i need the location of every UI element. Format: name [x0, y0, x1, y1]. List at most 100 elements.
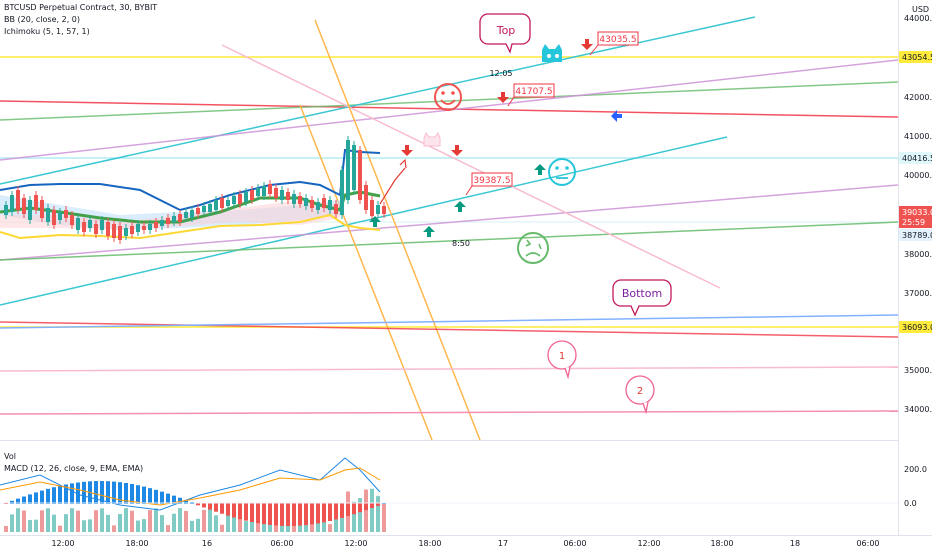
note-top[interactable]: Top: [479, 13, 531, 54]
macd-histogram-bar: [364, 503, 368, 511]
macd-tick-200: 200.0: [904, 465, 927, 474]
time-tick: 12:00: [51, 539, 74, 548]
bb-legend[interactable]: BB (20, close, 2, 0): [4, 15, 80, 24]
volume-bar: [328, 524, 332, 532]
candle-body: [370, 200, 374, 216]
volume-bar: [64, 514, 68, 532]
badge-38789: 38789.0: [899, 229, 932, 241]
candle-body: [10, 195, 14, 212]
macd-signal-line: [0, 467, 381, 506]
bb-lower-line: [0, 213, 381, 240]
candle-body: [196, 208, 200, 214]
time-tick: 18:00: [125, 539, 148, 548]
macd-histogram-bar: [250, 503, 254, 523]
candle-body: [22, 198, 26, 214]
candle-body: [292, 194, 296, 204]
callout-39387[interactable]: 39387.5: [465, 172, 513, 196]
badge-38789-text: 38789.0: [902, 231, 932, 240]
macd-histogram-bar: [328, 503, 332, 522]
volume-bar: [298, 521, 302, 532]
down-arrow-marker: [451, 145, 463, 156]
macd-histogram-bar: [334, 503, 338, 520]
candle-body: [226, 200, 230, 206]
volume-bar: [196, 518, 200, 532]
macd-volume-pane[interactable]: [0, 457, 386, 532]
volume-bar: [52, 514, 56, 532]
candle-body: [34, 195, 38, 210]
callout-41707-text: 41707.5: [515, 87, 552, 97]
time-tick: 16: [202, 539, 212, 548]
trendline-orange-2[interactable]: [314, 19, 481, 441]
candle-body: [220, 198, 224, 208]
volume-bar: [226, 513, 230, 532]
volume-bar: [202, 509, 206, 532]
volume-bar: [154, 508, 158, 532]
badge-36093-text: 36093.0: [902, 323, 932, 332]
badge-39033: 39033.0 25:59: [899, 206, 932, 228]
candle-body: [376, 205, 380, 214]
volume-bar: [322, 515, 326, 532]
trendline-blue-lower[interactable]: [0, 314, 899, 329]
macd-legend[interactable]: MACD (12, 26, close, 9, EMA, EMA): [4, 464, 144, 473]
currency-label: USD: [912, 5, 929, 14]
badge-40416-text: 40416.5: [902, 154, 932, 163]
volume-bar: [238, 511, 242, 532]
volume-bar: [208, 508, 212, 532]
trendline-violet-lower[interactable]: [0, 184, 899, 261]
macd-histogram-bar: [298, 503, 302, 526]
volume-bar: [274, 524, 278, 532]
badge-43054-text: 43054.5: [902, 53, 932, 62]
trendline-green-lower[interactable]: [0, 221, 899, 261]
macd-histogram-bar: [376, 503, 380, 506]
volume-bar: [232, 508, 236, 532]
macd-histogram-bar: [46, 488, 50, 504]
up-arrow-marker: [534, 164, 546, 175]
callout-41707[interactable]: 41707.5: [507, 83, 555, 107]
macd-histogram-bar: [214, 503, 218, 512]
volume-bar: [10, 514, 14, 532]
badge-39033-text: 39033.0: [902, 208, 932, 217]
volume-bar: [4, 526, 8, 532]
volume-bar: [100, 508, 104, 532]
volume-bar: [82, 520, 86, 532]
time-axis[interactable]: 12:00 18:00 16 06:00 12:00 18:00 17 06:00 12:00 1…: [51, 539, 879, 548]
badge-36093: 36093.0: [899, 321, 932, 333]
note-1-text: 1: [559, 351, 565, 362]
macd-histogram-bar: [52, 487, 56, 504]
price-series[interactable]: [0, 136, 386, 244]
price-axis[interactable]: 44000.0 42000.0 41000.0 40000.0 38000.0 37000…: [904, 14, 932, 414]
trendline-pink-diagonal[interactable]: [221, 44, 721, 289]
level-line-1[interactable]: [0, 366, 899, 372]
volume-bar: [16, 508, 20, 532]
trendline-green-upper[interactable]: [0, 81, 899, 121]
ichimoku-legend[interactable]: Ichimoku (5, 1, 57, 1): [4, 27, 90, 36]
volume-bar: [178, 508, 182, 532]
note-bottom[interactable]: Bottom: [612, 279, 672, 317]
smiley-face-icon: [434, 83, 462, 111]
candle-body: [238, 194, 242, 204]
candle-body: [364, 185, 368, 210]
macd-histogram-bar: [316, 503, 320, 524]
candle-body: [328, 200, 332, 210]
volume-bar: [136, 520, 140, 532]
callout-43035[interactable]: 43035.5: [589, 31, 639, 56]
volume-bar: [340, 508, 344, 532]
candle-body: [136, 224, 140, 232]
volume-bar: [250, 518, 254, 532]
trendline-orange-1[interactable]: [299, 104, 433, 441]
candle-body: [244, 192, 248, 202]
macd-histogram-bar: [178, 497, 182, 504]
level-line-2[interactable]: [0, 410, 899, 415]
trendline-cyan-lower[interactable]: [0, 136, 728, 306]
vol-legend[interactable]: Vol: [4, 452, 16, 461]
note-2[interactable]: 2: [625, 375, 655, 415]
candle-body: [274, 188, 278, 198]
symbol-legend[interactable]: BTCUSD Perpetual Contract, 30, BYBIT: [4, 3, 158, 12]
down-arrow-marker: [401, 145, 413, 156]
bb-upper-line: [0, 148, 381, 212]
candle-body: [352, 145, 356, 190]
trendline-red-lower[interactable]: [0, 321, 899, 338]
note-1[interactable]: 1: [547, 340, 577, 380]
macd-histogram-bar: [196, 503, 200, 506]
